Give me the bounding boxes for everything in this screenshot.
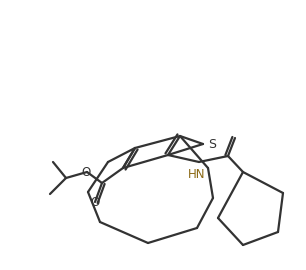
Text: S: S [208,137,216,150]
Text: O: O [90,197,100,210]
Text: HN: HN [188,168,206,181]
Text: O: O [81,166,91,178]
